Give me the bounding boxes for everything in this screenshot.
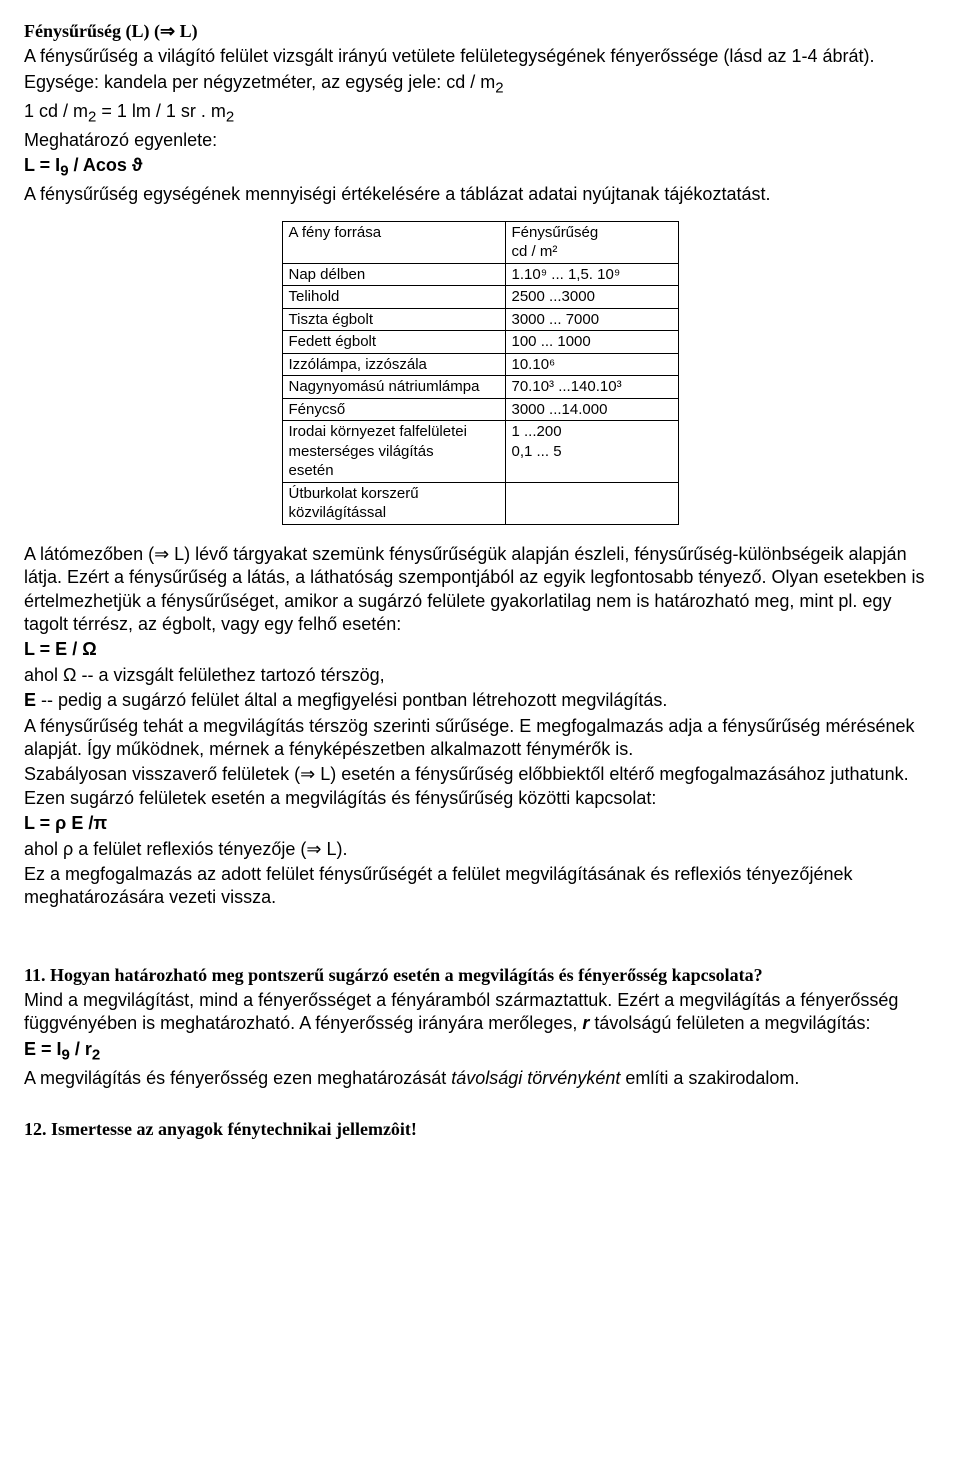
table-cell: Nagynyomású nátriumlámpa: [282, 376, 505, 399]
text: -- pedig a sugárzó felület által a megfi…: [36, 690, 667, 710]
section-title: Fénysűrűség (L) (⇒ L): [24, 20, 936, 43]
text: L = I: [24, 155, 60, 175]
table-cell: 2500 ...3000: [505, 286, 678, 309]
equation: L = E / Ω: [24, 638, 936, 661]
paragraph: A fénysűrűség tehát a megvilágítás térsz…: [24, 715, 936, 762]
table-row: Útburkolat korszerű közvilágítással: [282, 482, 678, 524]
table-cell: 100 ... 1000: [505, 331, 678, 354]
subscript: 9: [60, 163, 68, 180]
table-row: Izzólámpa, izzószála10.10⁶: [282, 353, 678, 376]
table-header: Fénysűrűség cd / m²: [505, 221, 678, 263]
table-row: Telihold2500 ...3000: [282, 286, 678, 309]
paragraph: ahol ρ a felület reflexiós tényezője (⇒ …: [24, 838, 936, 861]
table-row: Fénycső3000 ...14.000: [282, 398, 678, 421]
paragraph: Meghatározó egyenlete:: [24, 129, 936, 152]
table-cell: 1 ...200 0,1 ... 5: [505, 421, 678, 483]
text: 1 cd / m: [24, 101, 88, 121]
text: említi a szakirodalom.: [620, 1068, 799, 1088]
text: = 1 lm / 1 sr . m: [96, 101, 226, 121]
paragraph: Szabályosan visszaverő felületek (⇒ L) e…: [24, 763, 936, 810]
text: Fénysűrűség: [512, 224, 599, 241]
question-title: 11. Hogyan határozható meg pontszerű sug…: [24, 964, 936, 987]
equation: E = I9 / r2: [24, 1038, 936, 1065]
paragraph: A fénysűrűség a világító felület vizsgál…: [24, 45, 936, 68]
section-body: A látómezőben (⇒ L) lévő tárgyakat szemü…: [24, 543, 936, 910]
table-cell: Izzólámpa, izzószála: [282, 353, 505, 376]
table-cell: 3000 ...14.000: [505, 398, 678, 421]
equation: L = I9 / Acos ϑ: [24, 154, 936, 181]
question-title: 12. Ismertesse az anyagok fénytechnikai …: [24, 1118, 936, 1141]
subscript: 2: [92, 1046, 100, 1063]
subscript: 2: [495, 79, 503, 96]
paragraph: A megvilágítás és fényerősség ezen megha…: [24, 1067, 936, 1090]
paragraph: E -- pedig a sugárzó felület által a meg…: [24, 689, 936, 712]
table-cell: Útburkolat korszerű közvilágítással: [282, 482, 505, 524]
subscript: 2: [226, 108, 234, 125]
spacer: [24, 1104, 936, 1118]
table-row: Nagynyomású nátriumlámpa70.10³ ...140.10…: [282, 376, 678, 399]
text: távolsági törvényként: [451, 1068, 620, 1088]
paragraph: Egysége: kandela per négyzetméter, az eg…: [24, 71, 936, 98]
question-11: 11. Hogyan határozható meg pontszerű sug…: [24, 964, 936, 1091]
table-cell: Irodai környezet falfelületei mestersége…: [282, 421, 505, 483]
table-cell: 10.10⁶: [505, 353, 678, 376]
table-row: Nap délben1.10⁹ ... 1,5. 10⁹: [282, 263, 678, 286]
table-cell: 3000 ... 7000: [505, 308, 678, 331]
text: L = ρ: [24, 813, 71, 833]
table-header: A fény forrása: [282, 221, 505, 263]
text: π: [93, 813, 107, 833]
section-fenysuruseg: Fénysűrűség (L) (⇒ L) A fénysűrűség a vi…: [24, 20, 936, 207]
question-12: 12. Ismertesse az anyagok fénytechnikai …: [24, 1118, 936, 1141]
spacer: [24, 924, 936, 964]
text: / Acos ϑ: [69, 155, 143, 175]
table-cell: Fedett égbolt: [282, 331, 505, 354]
text: E: [24, 690, 36, 710]
table-cell: Nap délben: [282, 263, 505, 286]
table-header-row: A fény forrása Fénysűrűség cd / m²: [282, 221, 678, 263]
text: / r: [70, 1039, 92, 1059]
text: távolságú felületen a megvilágítás:: [589, 1013, 870, 1033]
table-cell: 70.10³ ...140.10³: [505, 376, 678, 399]
table-cell: Tiszta égbolt: [282, 308, 505, 331]
equation: L = ρ E /π: [24, 812, 936, 835]
paragraph: Mind a megvilágítást, mind a fényerősség…: [24, 989, 936, 1036]
paragraph: ahol Ω -- a vizsgált felülethez tartozó …: [24, 664, 936, 687]
table-row: Tiszta égbolt3000 ... 7000: [282, 308, 678, 331]
subscript: 9: [62, 1046, 70, 1063]
text: Egysége: kandela per négyzetméter, az eg…: [24, 72, 495, 92]
luminance-table-wrap: A fény forrása Fénysűrűség cd / m² Nap d…: [24, 221, 936, 525]
text: E = I: [24, 1039, 62, 1059]
text: E /: [71, 813, 93, 833]
table-cell: 1.10⁹ ... 1,5. 10⁹: [505, 263, 678, 286]
table-cell: Telihold: [282, 286, 505, 309]
paragraph: Ez a megfogalmazás az adott felület fény…: [24, 863, 936, 910]
paragraph: A fénysűrűség egységének mennyiségi érté…: [24, 183, 936, 206]
luminance-table: A fény forrása Fénysűrűség cd / m² Nap d…: [282, 221, 679, 525]
table-cell: [505, 482, 678, 524]
table-cell: Fénycső: [282, 398, 505, 421]
text: A megvilágítás és fényerősség ezen megha…: [24, 1068, 451, 1088]
paragraph: 1 cd / m2 = 1 lm / 1 sr . m2: [24, 100, 936, 127]
paragraph: A látómezőben (⇒ L) lévő tárgyakat szemü…: [24, 543, 936, 637]
table-row: Fedett égbolt100 ... 1000: [282, 331, 678, 354]
text: cd / m²: [512, 243, 558, 260]
table-row: Irodai környezet falfelületei mestersége…: [282, 421, 678, 483]
